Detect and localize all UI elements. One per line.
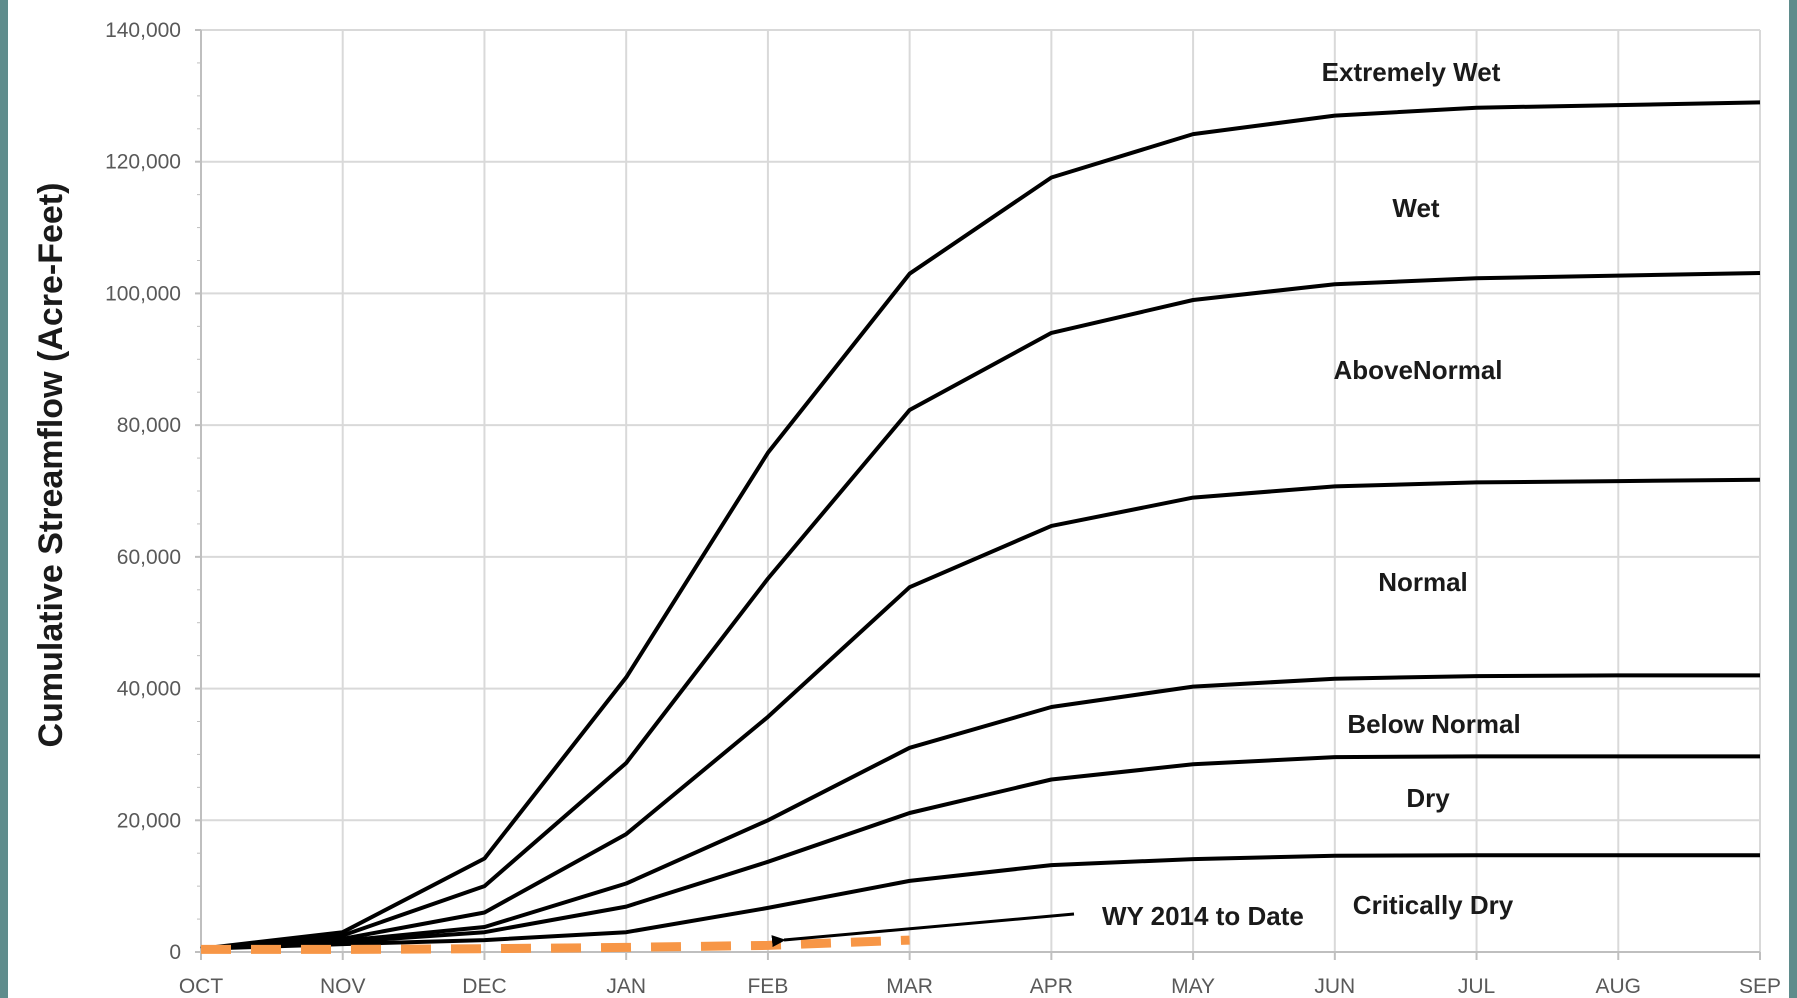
historical-line — [200, 754, 1760, 951]
x-tick-label: MAR — [886, 975, 933, 998]
historical-line — [200, 673, 1760, 951]
x-tick-label: DEC — [462, 975, 506, 998]
y-axis-label: Cumulative Streamflow (Acre-Feet) — [32, 183, 70, 748]
y-tick-label: 140,000 — [105, 19, 181, 42]
region-label: Wet — [1392, 193, 1440, 223]
x-tick-label: FEB — [747, 975, 788, 998]
x-tick-label: JAN — [606, 975, 646, 998]
chart-frame: 0 20,000 40,000 60,000 80,000 100,000 120,000 1… — [8, 0, 1789, 998]
region-label: Below Normal — [1347, 709, 1520, 739]
series-lines — [200, 100, 1761, 954]
gridlines — [201, 29, 1761, 952]
y-tick-labels: 0 20,000 40,000 60,000 80,000 100,000 120,000 1… — [105, 19, 181, 964]
historical-line — [200, 271, 1761, 951]
y-tick-label: 40,000 — [117, 678, 181, 701]
x-tick-label: AUG — [1596, 975, 1642, 998]
historical-line — [200, 853, 1760, 951]
annotation-group: WY 2014 to Date — [771, 901, 1304, 948]
current-year-line — [201, 935, 910, 954]
x-tick-label: MAY — [1171, 975, 1215, 998]
y-tick-label: 0 — [169, 941, 181, 964]
y-tick-label: 60,000 — [117, 546, 181, 569]
y-tick-label: 20,000 — [117, 809, 181, 832]
region-label: Dry — [1406, 783, 1450, 813]
x-tick-label: SEP — [1739, 975, 1781, 998]
historical-line — [200, 477, 1761, 951]
x-tick-label: OCT — [179, 975, 224, 998]
y-tick-label: 120,000 — [105, 151, 181, 174]
y-tick-label: 100,000 — [105, 282, 181, 305]
region-labels: Extremely Wet Wet AboveNormal Normal Below N… — [1322, 57, 1521, 920]
x-tick-label: JUL — [1458, 975, 1495, 998]
streamflow-chart: 0 20,000 40,000 60,000 80,000 100,000 120,000 1… — [32, 19, 1781, 998]
x-tick-label: APR — [1030, 975, 1073, 998]
region-label: Normal — [1378, 567, 1468, 597]
x-tick-label: NOV — [320, 975, 366, 998]
region-label: Extremely Wet — [1322, 57, 1501, 87]
historical-line — [200, 100, 1761, 951]
annotation-label: WY 2014 to Date — [1102, 901, 1304, 931]
region-label: Critically Dry — [1353, 890, 1514, 920]
annotation-arrow — [771, 912, 1075, 948]
x-tick-label: JUN — [1314, 975, 1355, 998]
y-tick-label: 80,000 — [117, 414, 181, 437]
region-label: AboveNormal — [1333, 355, 1502, 385]
x-tick-labels: OCT NOV DEC JAN FEB MAR APR MAY JUN JUL AUG SEP — [179, 975, 1781, 998]
